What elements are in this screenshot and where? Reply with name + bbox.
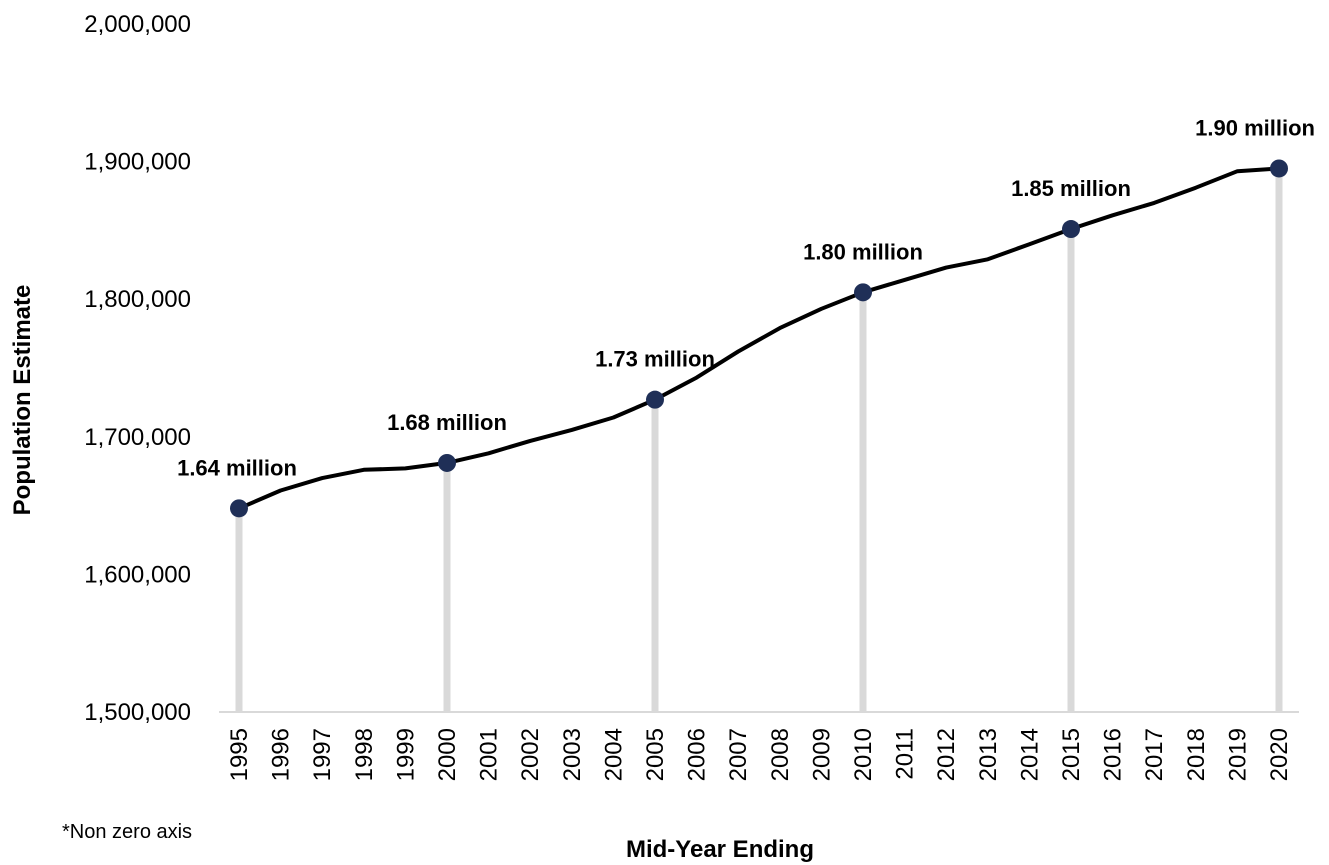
data-label: 1.64 million [177,455,297,480]
data-marker [438,453,456,472]
x-tick-label: 2010 [850,728,877,781]
data-markers [230,159,1288,518]
y-axis-title: Population Estimate [9,285,36,516]
y-tick-label: 1,500,000 [84,699,191,726]
data-marker [230,499,248,518]
data-marker [1270,159,1288,178]
x-tick-label: 1996 [268,728,295,781]
x-tick-label: 1999 [392,728,419,781]
x-tick-label: 2018 [1183,728,1210,781]
x-tick-label: 2006 [684,728,711,781]
x-axis-ticks: 1995 1996 1997 1998 1999 2000 2001 2002 2003 2004… [226,728,1293,781]
x-tick-label: 2017 [1141,728,1168,781]
x-tick-label: 2002 [517,728,544,781]
x-tick-label: 2013 [975,728,1002,781]
population-series-line [238,166,1280,511]
x-tick-label: 2004 [600,728,627,781]
data-label: 1.80 million [803,239,923,264]
drop-lines [235,168,1283,712]
x-tick-label: 2007 [725,728,752,781]
x-tick-label: 2009 [808,728,835,781]
footnote: *Non zero axis [62,821,192,843]
x-tick-label: 1995 [226,728,253,781]
x-tick-label: 2016 [1100,728,1127,781]
x-tick-label: 2003 [559,728,586,781]
x-tick-label: 2000 [434,728,461,781]
data-label: 1.68 million [387,410,507,435]
x-tick-label: 2015 [1058,728,1085,781]
x-tick-label: 1998 [351,728,378,781]
data-marker [854,283,872,302]
data-label: 1.73 million [595,347,715,372]
x-tick-label: 2005 [642,728,669,781]
data-marker [1062,220,1080,239]
x-tick-label: 2014 [1016,728,1043,781]
x-tick-label: 2001 [476,728,503,781]
data-label: 1.85 million [1011,176,1131,201]
x-axis-title: Mid-Year Ending [626,836,814,863]
x-tick-label: 2019 [1224,728,1251,781]
data-label: 1.90 million [1195,115,1315,140]
x-tick-label: 1997 [309,728,336,781]
x-tick-label: 2008 [767,728,794,781]
x-tick-label: 2011 [892,728,919,780]
data-marker [646,390,664,409]
y-tick-label: 2,000,000 [84,11,191,38]
x-tick-label: 2020 [1266,728,1293,781]
y-tick-label: 1,700,000 [84,424,191,451]
y-axis-ticks: 1,500,000 1,600,000 1,700,000 1,800,000 1,90… [84,11,191,726]
x-tick-label: 2012 [933,728,960,781]
y-tick-label: 1,800,000 [84,286,191,313]
y-tick-label: 1,600,000 [84,561,191,588]
data-labels: 1.64 million 1.68 million 1.73 million 1.80… [177,115,1315,480]
y-tick-label: 1,900,000 [84,149,191,176]
